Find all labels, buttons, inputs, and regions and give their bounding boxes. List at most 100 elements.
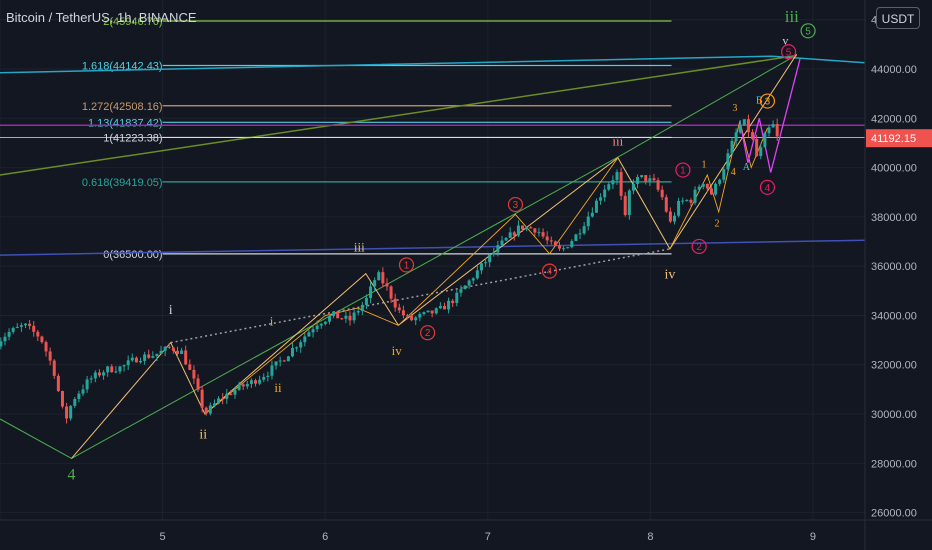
candle-body <box>422 312 426 315</box>
candle-body <box>508 232 512 238</box>
candle-body <box>180 350 184 354</box>
y-tick-label: 44000.00 <box>871 64 917 76</box>
candle-body <box>549 240 553 242</box>
candle-body <box>463 285 467 290</box>
candle-body <box>603 189 607 198</box>
wave-circle-text: 3 <box>513 200 519 211</box>
trend-line[interactable] <box>0 55 865 74</box>
candle-body <box>52 360 56 376</box>
candle-body <box>537 232 541 234</box>
candle-body <box>77 393 81 399</box>
wave-label: 2 <box>715 219 720 230</box>
trend-line[interactable] <box>204 157 619 415</box>
candle-body <box>673 215 677 222</box>
candle-body <box>738 125 742 133</box>
candle-body <box>327 316 331 322</box>
candle-body <box>364 297 368 305</box>
candle-body <box>110 366 114 373</box>
candle-body <box>767 127 771 134</box>
candle-body <box>455 292 459 304</box>
candle-body <box>381 272 385 284</box>
candle-body <box>406 315 410 317</box>
wave-label: v <box>782 33 788 47</box>
candle-body <box>467 280 471 286</box>
candle-body <box>282 360 286 362</box>
candle-body <box>60 391 64 407</box>
candle-body <box>147 354 151 358</box>
candle-body <box>212 403 216 406</box>
candle-body <box>689 199 693 203</box>
wave-circle <box>507 196 524 213</box>
candle-body <box>566 247 570 249</box>
candle-body <box>418 314 422 318</box>
candle-body <box>442 305 446 310</box>
candle-body <box>438 305 442 309</box>
candle-body <box>545 236 549 241</box>
wave-label: iv <box>392 343 403 358</box>
y-tick-label: 32000.00 <box>871 360 917 372</box>
last-price-tag <box>866 129 932 148</box>
candle-body <box>102 372 106 376</box>
candle-body <box>541 232 545 237</box>
trend-line[interactable] <box>170 248 671 344</box>
candle-body <box>475 270 479 279</box>
candle-body <box>693 189 697 203</box>
candle-body <box>742 119 746 126</box>
candle-body <box>89 378 93 380</box>
wave-label: 3 <box>732 103 737 114</box>
candle-body <box>188 364 192 370</box>
y-tick-label: 38000.00 <box>871 212 917 224</box>
candle-body <box>217 398 221 404</box>
candle-body <box>410 315 414 321</box>
trend-line[interactable] <box>71 53 798 459</box>
wave-label: B <box>756 96 763 107</box>
candle-body <box>516 225 520 236</box>
candle-body <box>414 317 418 321</box>
candle-body <box>241 384 245 387</box>
candle-body <box>15 326 19 328</box>
candle-body <box>557 245 561 249</box>
wave-label: ii <box>274 380 282 395</box>
candle-body <box>492 252 496 255</box>
candle-body <box>623 195 627 216</box>
candle-body <box>607 184 611 190</box>
x-tick-label: 5 <box>160 531 166 543</box>
candle-body <box>397 307 401 311</box>
trend-line[interactable] <box>739 58 801 173</box>
candle-body <box>615 172 619 181</box>
trend-line[interactable] <box>0 56 794 459</box>
candle-body <box>290 348 294 357</box>
candle-body <box>73 398 77 406</box>
candle-body <box>681 200 685 202</box>
candle-body <box>196 378 200 390</box>
wave-circle-text: 3 <box>765 97 771 108</box>
candle-body <box>619 172 623 196</box>
candle-body <box>553 241 557 246</box>
candle-body <box>311 329 315 333</box>
candle-body <box>775 124 779 137</box>
candle-body <box>426 310 430 313</box>
candle-body <box>200 389 204 408</box>
wave-label: ii <box>199 428 207 443</box>
wave-label: i <box>270 313 274 328</box>
candle-body <box>204 407 208 414</box>
candle-body <box>32 325 36 332</box>
currency-button[interactable]: USDT <box>876 7 920 29</box>
circled-wave-label: 2 <box>691 238 707 255</box>
candle-body <box>122 365 126 367</box>
trend-line[interactable] <box>0 239 865 256</box>
candle-body <box>521 225 525 230</box>
candle-body <box>295 347 299 349</box>
chart-title: Bitcoin / TetherUS, 1h, BINANCE <box>6 10 197 25</box>
candle-body <box>430 310 434 314</box>
wave-circle <box>398 257 415 273</box>
wave-circle <box>759 179 776 195</box>
candle-body <box>660 189 664 198</box>
x-tick-label: 8 <box>647 531 653 543</box>
candle-body <box>93 372 97 379</box>
candle-body <box>225 393 229 399</box>
trend-line[interactable] <box>0 54 797 176</box>
candle-body <box>286 356 290 362</box>
candle-body <box>648 178 652 182</box>
